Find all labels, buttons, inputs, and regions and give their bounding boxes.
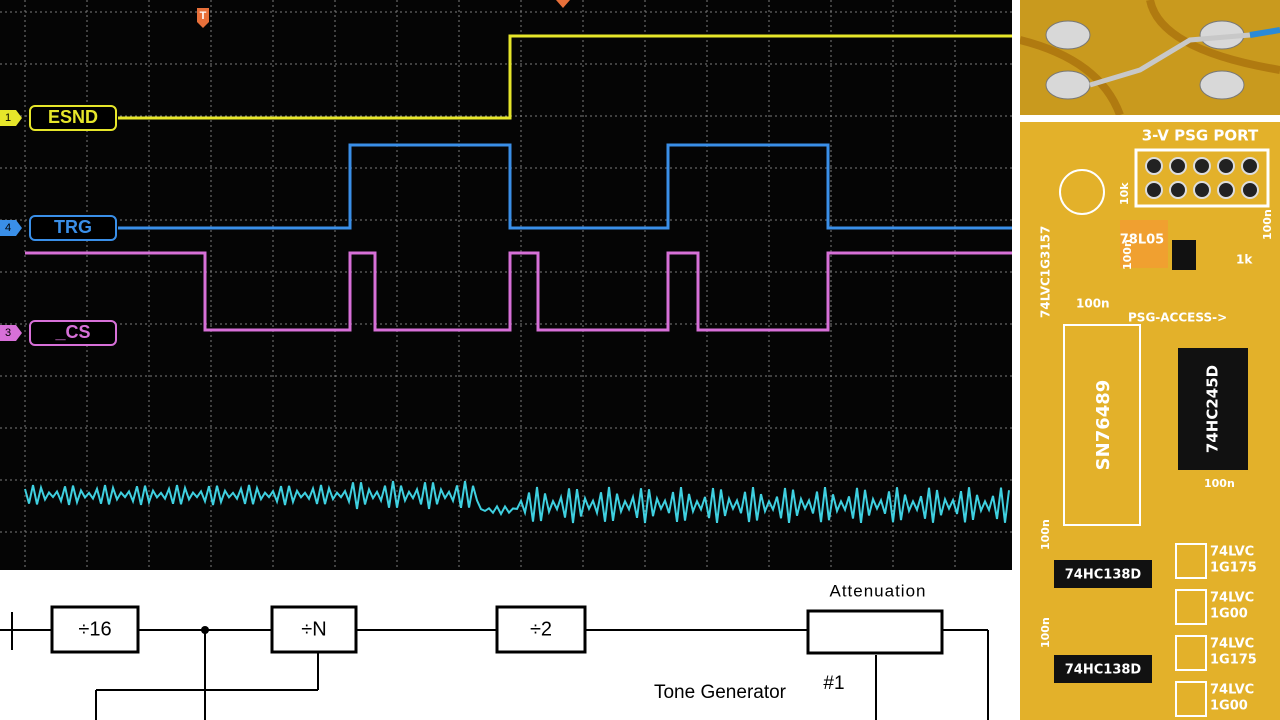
port-outline	[1134, 148, 1270, 208]
chip	[1178, 348, 1248, 470]
channel-label-box	[29, 215, 117, 241]
pin	[1169, 157, 1187, 175]
pcb-label: 1G00	[1210, 699, 1248, 714]
chip	[1054, 655, 1152, 683]
wire	[1089, 32, 1251, 88]
channel-marker	[0, 325, 22, 341]
divider-block	[495, 605, 587, 654]
trigger-marker	[197, 8, 209, 28]
esnd-trace	[118, 34, 1012, 120]
channel-marker	[0, 110, 22, 126]
pcb-label: 1G175	[1210, 653, 1257, 668]
trg-trace	[118, 143, 1012, 230]
pcb-label: 100n	[1261, 209, 1274, 240]
pcb-label: 100n	[1076, 297, 1110, 311]
pcb-label: 74LVC1G3157	[1039, 226, 1053, 318]
pcb-label: PSG-ACCESS->	[1128, 311, 1227, 325]
chip-outline	[1175, 589, 1207, 625]
chip-outline	[1063, 324, 1141, 526]
audio-trace	[24, 480, 1010, 524]
pcb-label: 1k	[1236, 253, 1253, 267]
channel-3: 3 _CS	[0, 320, 117, 346]
chip	[1054, 560, 1152, 588]
attenuation-block	[806, 609, 944, 655]
pin	[1169, 181, 1187, 199]
solder-pad	[1045, 70, 1091, 100]
channel-number: 1	[5, 112, 11, 124]
channel-4: 4 TRG	[0, 215, 117, 241]
pcb-label: SN76489	[1093, 380, 1114, 471]
channel-number: 3	[5, 327, 11, 339]
trigger-label: T	[200, 10, 207, 22]
pcb-label: 100n	[1039, 519, 1052, 550]
pin	[1217, 157, 1235, 175]
pcb-label: 74HC245D	[1204, 365, 1222, 453]
chip-outline	[1175, 681, 1207, 717]
pin	[1145, 181, 1163, 199]
pcb-label: 74LVC	[1210, 591, 1254, 606]
channel-label: _CS	[54, 322, 90, 342]
pcb-label: 1G175	[1210, 561, 1257, 576]
pcb-label: 74LVC	[1210, 545, 1254, 560]
channel-marker	[0, 220, 22, 236]
channel-label: TRG	[54, 217, 92, 237]
diagram-lines	[0, 612, 989, 720]
junction	[201, 626, 209, 634]
solder-pad	[1199, 70, 1245, 100]
pin	[1241, 157, 1259, 175]
chip-outline	[1175, 635, 1207, 671]
pcb-label: 74HC138D	[1065, 663, 1142, 678]
pcb-label: 100n	[1039, 617, 1052, 648]
port-pins	[1145, 157, 1259, 199]
block-label: ÷N	[301, 618, 326, 640]
block-label: ÷16	[78, 618, 111, 640]
scope-screen	[0, 0, 1012, 570]
capacitor-outline	[1059, 169, 1105, 215]
pin	[1193, 157, 1211, 175]
pin	[1241, 181, 1259, 199]
pcb-label: 3-V PSG PORT	[1142, 127, 1259, 145]
pcb-label: 100n	[1121, 239, 1134, 270]
chip-outline	[1175, 543, 1207, 579]
generator-number: #1	[823, 673, 844, 694]
pcb-label: 10k	[1118, 182, 1131, 205]
solder-pad	[1045, 20, 1091, 50]
separator	[1012, 0, 1020, 720]
pcb-label: 1G00	[1210, 607, 1248, 622]
pin	[1145, 157, 1163, 175]
pin	[1217, 181, 1235, 199]
divider-block	[50, 605, 140, 654]
divider-block	[270, 605, 358, 654]
pin	[1193, 181, 1211, 199]
pcb-label: 74HC138D	[1065, 568, 1142, 583]
attenuation-label: Attenuation	[829, 581, 926, 600]
pcb-label: 100n	[1204, 477, 1235, 490]
channel-label-box	[29, 105, 117, 131]
cs-trace	[25, 251, 1012, 332]
channel-number: 4	[5, 222, 11, 234]
channel-1: 1 ESND	[0, 105, 117, 131]
pcb-label: 74LVC	[1210, 637, 1254, 652]
separator	[1020, 115, 1280, 122]
regulator-pad	[1120, 220, 1168, 268]
channel-label-box	[29, 320, 117, 346]
generator-label: Tone Generator	[654, 682, 787, 703]
channel-label: ESND	[48, 107, 98, 127]
blue-wire	[1249, 27, 1280, 38]
time-marker	[556, 0, 570, 8]
pcb-label: 78L05	[1120, 233, 1164, 248]
regulator	[1172, 240, 1196, 270]
pcb-label: 74LVC	[1210, 683, 1254, 698]
block-label: ÷2	[530, 618, 552, 640]
scope-grid	[0, 0, 1012, 570]
